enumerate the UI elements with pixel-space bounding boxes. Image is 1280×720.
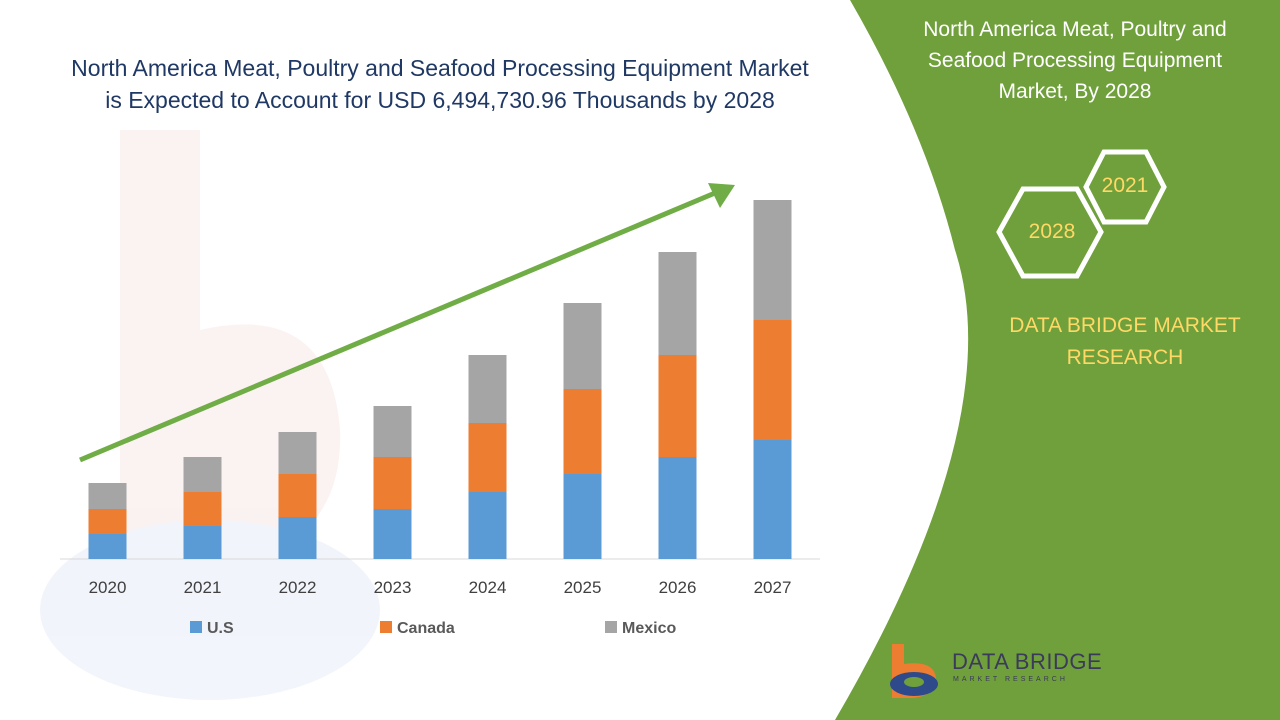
legend: U.S Canada Mexico [190,620,676,637]
bar-mexico-2026 [658,252,697,355]
bar-us-2027 [753,440,792,559]
bar-canada-2020 [88,509,127,534]
bar-mexico-2020 [88,483,127,509]
bar-us-2023 [373,509,412,559]
bar-canada-2026 [658,355,697,457]
brand-subtitle: MARKET RESEARCH [953,676,1068,683]
panel-title: North America Meat, Poultry and Seafood … [923,18,1227,103]
hex-label-2028: 2028 [1028,220,1076,243]
legend-swatch-us [190,621,202,633]
bar-us-2022 [278,517,317,559]
bar-canada-2023 [373,457,412,509]
bar-canada-2027 [753,320,792,440]
legend-label-mexico: Mexico [622,620,676,637]
trend-arrow-head [708,183,735,208]
bar-us-2025 [563,474,602,559]
bar-canada-2025 [563,389,602,474]
x-tick-label-2020: 2020 [89,578,127,597]
bar-us-2020 [88,534,127,559]
brand-name: DATA BRIDGE [952,649,1103,674]
bar-mexico-2023 [373,406,412,457]
bar-mexico-2021 [183,457,222,492]
bar-mexico-2022 [278,432,317,474]
x-tick-label-2024: 2024 [469,578,507,597]
bar-us-2026 [658,457,697,559]
bars-group [88,200,792,559]
green-panel [835,0,1280,720]
trend-arrow-line [79,190,716,463]
hexagon-2021 [1083,149,1167,225]
x-tick-label-2026: 2026 [659,578,697,597]
legend-swatch-canada [380,621,392,633]
bar-mexico-2025 [563,303,602,389]
hex-label-2021: 2021 [1101,174,1149,197]
bar-canada-2022 [278,474,317,517]
hexagon-2028 [996,186,1104,279]
x-tick-labels: 2020 2021 2022 2023 2024 2025 2026 2027 [89,578,792,597]
bar-us-2021 [183,526,222,559]
bar-canada-2024 [468,423,507,492]
panel-tagline: DATA BRIDGE MARKET RESEARCH [1009,314,1241,369]
x-tick-label-2023: 2023 [374,578,412,597]
x-tick-label-2021: 2021 [184,578,222,597]
legend-label-us: U.S [207,620,234,637]
trend-arrow [79,183,735,463]
bar-us-2024 [468,492,507,559]
legend-swatch-mexico [605,621,617,633]
legend-label-canada: Canada [397,620,455,637]
x-tick-label-2027: 2027 [754,578,792,597]
chart-title: North America Meat, Poultry and Seafood … [71,55,809,113]
x-tick-label-2025: 2025 [564,578,602,597]
brand-logo-icon [890,644,938,698]
bar-mexico-2027 [753,200,792,320]
bar-canada-2021 [183,492,222,526]
x-tick-label-2022: 2022 [279,578,317,597]
bar-mexico-2024 [468,355,507,423]
